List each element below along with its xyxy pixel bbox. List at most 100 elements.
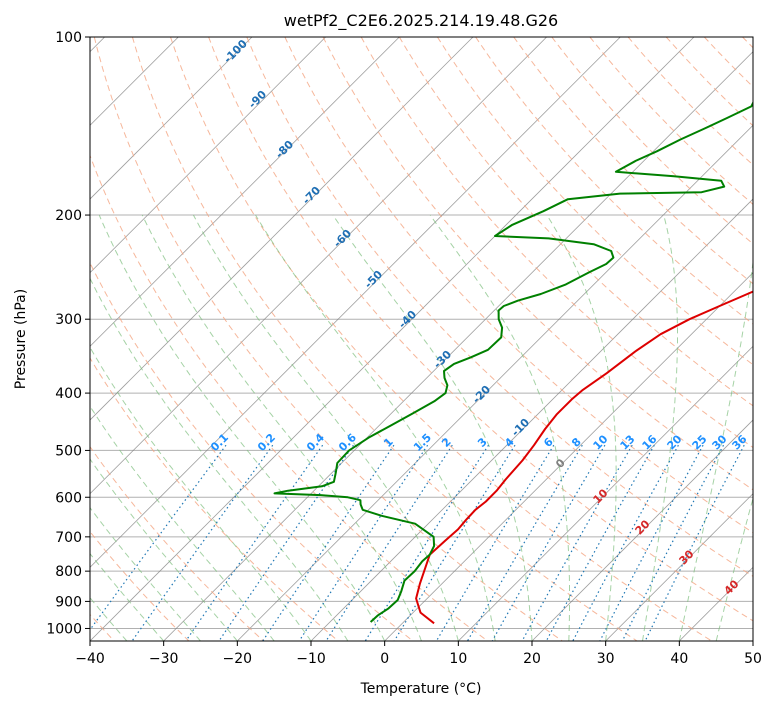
- mixing-ratio-line: [262, 444, 395, 641]
- dry-adiabat: [322, 37, 753, 491]
- dry-adiabat: [436, 37, 753, 366]
- mixing-ratio-line: [521, 444, 633, 641]
- dry-adiabat: [284, 37, 753, 534]
- isotherm-line: [90, 37, 695, 641]
- isotherm-gridlines: [90, 37, 753, 641]
- x-tick-label: 20: [523, 651, 541, 667]
- y-axis-label: Pressure (hPa): [13, 289, 29, 389]
- dry-adiabat: [513, 37, 753, 285]
- moist-adiabat: [90, 506, 201, 641]
- isotherm-line: [163, 51, 753, 641]
- plot-area: -100-90-80-70-60-50-40-30-20-10010203040…: [90, 37, 753, 641]
- dry-adiabat: [475, 37, 753, 325]
- dry-adiabat-label: -20: [470, 383, 493, 406]
- moist-adiabat: [546, 214, 617, 641]
- dry-adiabat-label: -30: [431, 348, 454, 371]
- mixing-ratio-line: [131, 444, 274, 641]
- plot-frame: [89, 36, 754, 642]
- mixing-ratio-label: 20: [665, 432, 685, 452]
- dry-adiabat: [131, 37, 638, 641]
- mixing-ratio-label: 16: [640, 432, 660, 452]
- mixing-ratio-line: [393, 444, 516, 641]
- mixing-ratio-label: 1: [381, 435, 396, 450]
- dry-adiabat: [170, 37, 712, 641]
- moist-adiabat-lines: [90, 214, 753, 641]
- isotherm-line: [458, 345, 753, 641]
- isotherm-line: [90, 37, 474, 421]
- chart-title: wetPf2_C2E6.2025.214.19.48.G26: [284, 11, 558, 31]
- moist-adiabat: [332, 214, 533, 641]
- x-tick-label: −20: [223, 651, 253, 667]
- moist-adiabat: [678, 258, 753, 641]
- dry-adiabat: [742, 37, 753, 49]
- moist-adiabat: [192, 214, 459, 641]
- contour-labels: -100-90-80-70-60-50-40-30-20-10010203040…: [208, 37, 750, 598]
- mixing-ratio-line: [185, 444, 324, 641]
- dry-adiabat: [665, 37, 753, 127]
- isotherm-line: [384, 272, 753, 641]
- x-tick-label: −10: [296, 651, 326, 667]
- mixing-ratio-line: [364, 444, 490, 641]
- moist-adiabat: [642, 214, 678, 641]
- mixing-ratio-label: 13: [618, 433, 638, 453]
- y-tick-label: 100: [55, 30, 82, 46]
- isotherm-line: [90, 37, 621, 568]
- x-tick-label: −30: [149, 651, 179, 667]
- mixing-ratio-label: 25: [690, 433, 710, 453]
- mixing-ratio-lines: [90, 444, 745, 641]
- sounding-series: [273, 100, 753, 625]
- y-tick-label: 700: [55, 530, 82, 546]
- y-tick-label: 600: [55, 490, 82, 506]
- x-axis-label: Temperature (°C): [360, 681, 482, 697]
- x-tick-label: 30: [597, 651, 615, 667]
- mixing-ratio-label: 6: [541, 435, 556, 450]
- y-axis: 100 200 300 400 500 600 700 800 900 1000: [46, 30, 90, 637]
- dry-adiabat-label: -90: [246, 88, 269, 111]
- moist-adiabat: [90, 405, 275, 641]
- isotherm-line: [237, 124, 753, 641]
- mixing-ratio-line: [599, 444, 704, 641]
- moist-adiabat: [429, 214, 570, 641]
- isotherm-line: [531, 419, 753, 641]
- mixing-ratio-line: [90, 444, 227, 631]
- moist-adiabat: [715, 496, 753, 641]
- x-tick-label: 40: [670, 651, 688, 667]
- moist-adiabat-label: 10: [591, 486, 611, 506]
- dry-adiabat: [90, 154, 488, 641]
- mixing-ratio-line: [491, 444, 606, 641]
- moist-adiabat: [141, 214, 422, 641]
- dry-adiabat: [90, 357, 339, 641]
- isotherm-line: [90, 37, 253, 200]
- mixing-ratio-line: [545, 444, 655, 641]
- moist-adiabat-label: 40: [722, 577, 742, 597]
- mixing-ratio-label: 36: [730, 432, 750, 452]
- y-tick-label: 200: [55, 208, 82, 224]
- dry-adiabat: [208, 37, 753, 622]
- moist-adiabat: [90, 346, 312, 641]
- mixing-ratio-line: [644, 444, 745, 641]
- dry-adiabat: [551, 37, 753, 245]
- y-tick-label: 400: [55, 386, 82, 402]
- dry-adiabat-label: -80: [273, 138, 296, 161]
- mixing-ratio-line: [621, 444, 725, 641]
- y-tick-label: 300: [55, 312, 82, 328]
- mixing-ratio-label: 10: [591, 432, 611, 452]
- y-tick-label: 500: [55, 443, 82, 459]
- x-tick-label: −40: [75, 651, 105, 667]
- dewpoint-line: [273, 100, 753, 623]
- isotherm-line: [752, 640, 753, 641]
- isotherm-line: [90, 37, 400, 347]
- mixing-ratio-line: [572, 444, 679, 641]
- dry-adiabat: [589, 37, 753, 205]
- y-tick-label: 1000: [46, 621, 82, 637]
- dry-adiabat-lines: [90, 37, 753, 641]
- mixing-ratio-label: 3: [475, 435, 490, 450]
- mixing-ratio-line: [435, 444, 555, 641]
- y-tick-label: 800: [55, 564, 82, 580]
- dry-adiabat-label: -70: [300, 184, 323, 207]
- x-tick-label: 0: [380, 651, 389, 667]
- dry-adiabat: [90, 445, 264, 641]
- dry-adiabat: [90, 261, 414, 641]
- mixing-ratio-line: [466, 444, 583, 641]
